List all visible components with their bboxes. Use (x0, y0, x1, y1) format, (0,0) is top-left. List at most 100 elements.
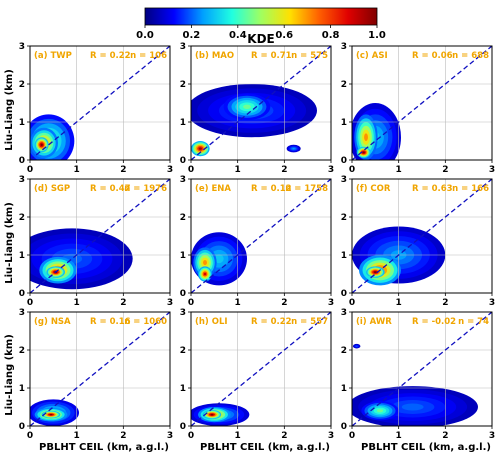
panel-label: (f) COR (356, 184, 391, 194)
panel: 00 1 1 2 2 3 3 (g) NSA R = 0.16n = 1060 (19, 308, 173, 441)
density-contour (373, 271, 377, 274)
panel-label: (i) AWR (356, 317, 392, 327)
density-field (191, 403, 250, 426)
panel: 00 1 1 2 2 3 3 (c) ASI R = 0.06 n = 688 (341, 42, 495, 175)
axes-frame (29, 178, 171, 294)
y-tick-label: 2 (341, 213, 347, 223)
x-tick-label: 3 (328, 165, 334, 175)
x-tick-label: 1 (74, 298, 80, 308)
x-tick-label: 0 (27, 298, 33, 308)
ylabel-row1: Liu-Liang (km) (4, 69, 15, 151)
y-tick-label: 1 (180, 384, 186, 394)
sample-count-label: n = 575 (291, 51, 328, 61)
one-to-one-line (190, 178, 332, 294)
one-to-one-line (351, 45, 493, 161)
density-contour (198, 147, 202, 150)
correlation-label: R = -0.02 (412, 317, 456, 327)
panel: 00 1 1 2 2 3 3 (b) MAO R = 0.71 n = 575 (180, 42, 334, 175)
density-field (352, 343, 478, 426)
colorbar-ticks: 0.0 0.2 0.4 0.6 0.8 1.0 (136, 25, 386, 41)
x-tick-label: 3 (489, 165, 495, 175)
x-tick-label: 1 (396, 298, 402, 308)
x-tick-label: 0 (349, 165, 355, 175)
x-tick-label: 2 (120, 431, 126, 441)
one-to-one-line (190, 45, 332, 161)
density-contour (210, 413, 214, 416)
density-field (30, 228, 133, 290)
y-tick-label: 3 (180, 42, 186, 52)
y-tick-label: 0 (341, 422, 347, 432)
sample-count-label: n = 1060 (124, 317, 167, 327)
density-contour (203, 260, 207, 266)
x-tick-label: 2 (442, 431, 448, 441)
panel-label: (b) MAO (195, 51, 234, 61)
panel-label: (h) OLI (195, 317, 228, 327)
y-tick-label: 3 (19, 175, 25, 185)
correlation-label: R = 0.06 (412, 51, 453, 61)
x-tick-label: 0 (188, 165, 194, 175)
density-contour (401, 403, 424, 411)
density-contour (292, 147, 295, 150)
y-tick-label: 2 (180, 213, 186, 223)
axes-frame (351, 45, 493, 161)
x-tick-label: 1 (235, 431, 241, 441)
y-tick-label: 2 (180, 346, 186, 356)
x-tick-label: 0 (27, 431, 33, 441)
correlation-label: R = 0.12 (251, 184, 292, 194)
colorbar-tick-label: 0.4 (229, 30, 247, 41)
x-tick-label: 0 (27, 165, 33, 175)
x-tick-label: 1 (74, 431, 80, 441)
xlabel-col2: PBLHT CEIL (km, a.g.l.) (200, 442, 330, 453)
density-contour (376, 409, 384, 413)
panel: 00 1 1 2 2 3 3 (f) COR R = 0.63 n = 166 (341, 175, 495, 308)
y-tick-label: 2 (19, 213, 25, 223)
axes-frame (351, 311, 493, 427)
sample-count-label: n = 166 (452, 184, 489, 194)
x-tick-label: 3 (489, 298, 495, 308)
panel-label: (d) SGP (34, 184, 70, 194)
y-tick-label: 3 (341, 42, 347, 52)
x-tick-label: 0 (349, 298, 355, 308)
y-tick-label: 3 (180, 175, 186, 185)
one-to-one-line (29, 311, 171, 427)
y-tick-label: 3 (341, 308, 347, 318)
one-to-one-line (351, 178, 493, 294)
x-tick-label: 3 (167, 431, 173, 441)
colorbar-tick-label: 0.6 (275, 30, 293, 41)
correlation-label: R = 0.71 (251, 51, 292, 61)
density-contour (243, 104, 251, 110)
y-tick-label: 0 (341, 289, 347, 299)
correlation-label: R = 0.47 (90, 184, 131, 194)
density-contour (364, 133, 368, 141)
y-tick-label: 1 (180, 118, 186, 128)
one-to-one-line (29, 178, 171, 294)
y-tick-label: 0 (19, 422, 25, 432)
x-tick-label: 1 (74, 165, 80, 175)
density-field (30, 114, 75, 160)
x-tick-label: 3 (328, 298, 334, 308)
x-tick-label: 2 (442, 298, 448, 308)
density-field (191, 232, 247, 286)
y-tick-label: 3 (341, 175, 347, 185)
axes-frame (190, 178, 332, 294)
y-tick-label: 1 (19, 118, 25, 128)
y-tick-label: 2 (19, 346, 25, 356)
correlation-label: R = 0.63 (412, 184, 453, 194)
x-tick-label: 3 (167, 298, 173, 308)
y-tick-label: 3 (19, 42, 25, 52)
colorbar-tick-label: 0.0 (136, 30, 154, 41)
sample-count-label: n = 74 (458, 317, 489, 327)
sample-count-label: n = 106 (130, 51, 167, 61)
one-to-one-line (351, 311, 493, 427)
y-tick-label: 3 (180, 308, 186, 318)
panel-label: (g) NSA (34, 317, 71, 327)
y-tick-label: 0 (180, 422, 186, 432)
x-tick-label: 0 (349, 431, 355, 441)
y-tick-label: 1 (19, 251, 25, 261)
y-tick-label: 3 (19, 308, 25, 318)
xlabel-col3: PBLHT CEIL (km, a.g.l.) (361, 442, 491, 453)
y-tick-label: 0 (19, 289, 25, 299)
y-tick-label: 1 (341, 118, 347, 128)
density-contour (356, 345, 358, 347)
